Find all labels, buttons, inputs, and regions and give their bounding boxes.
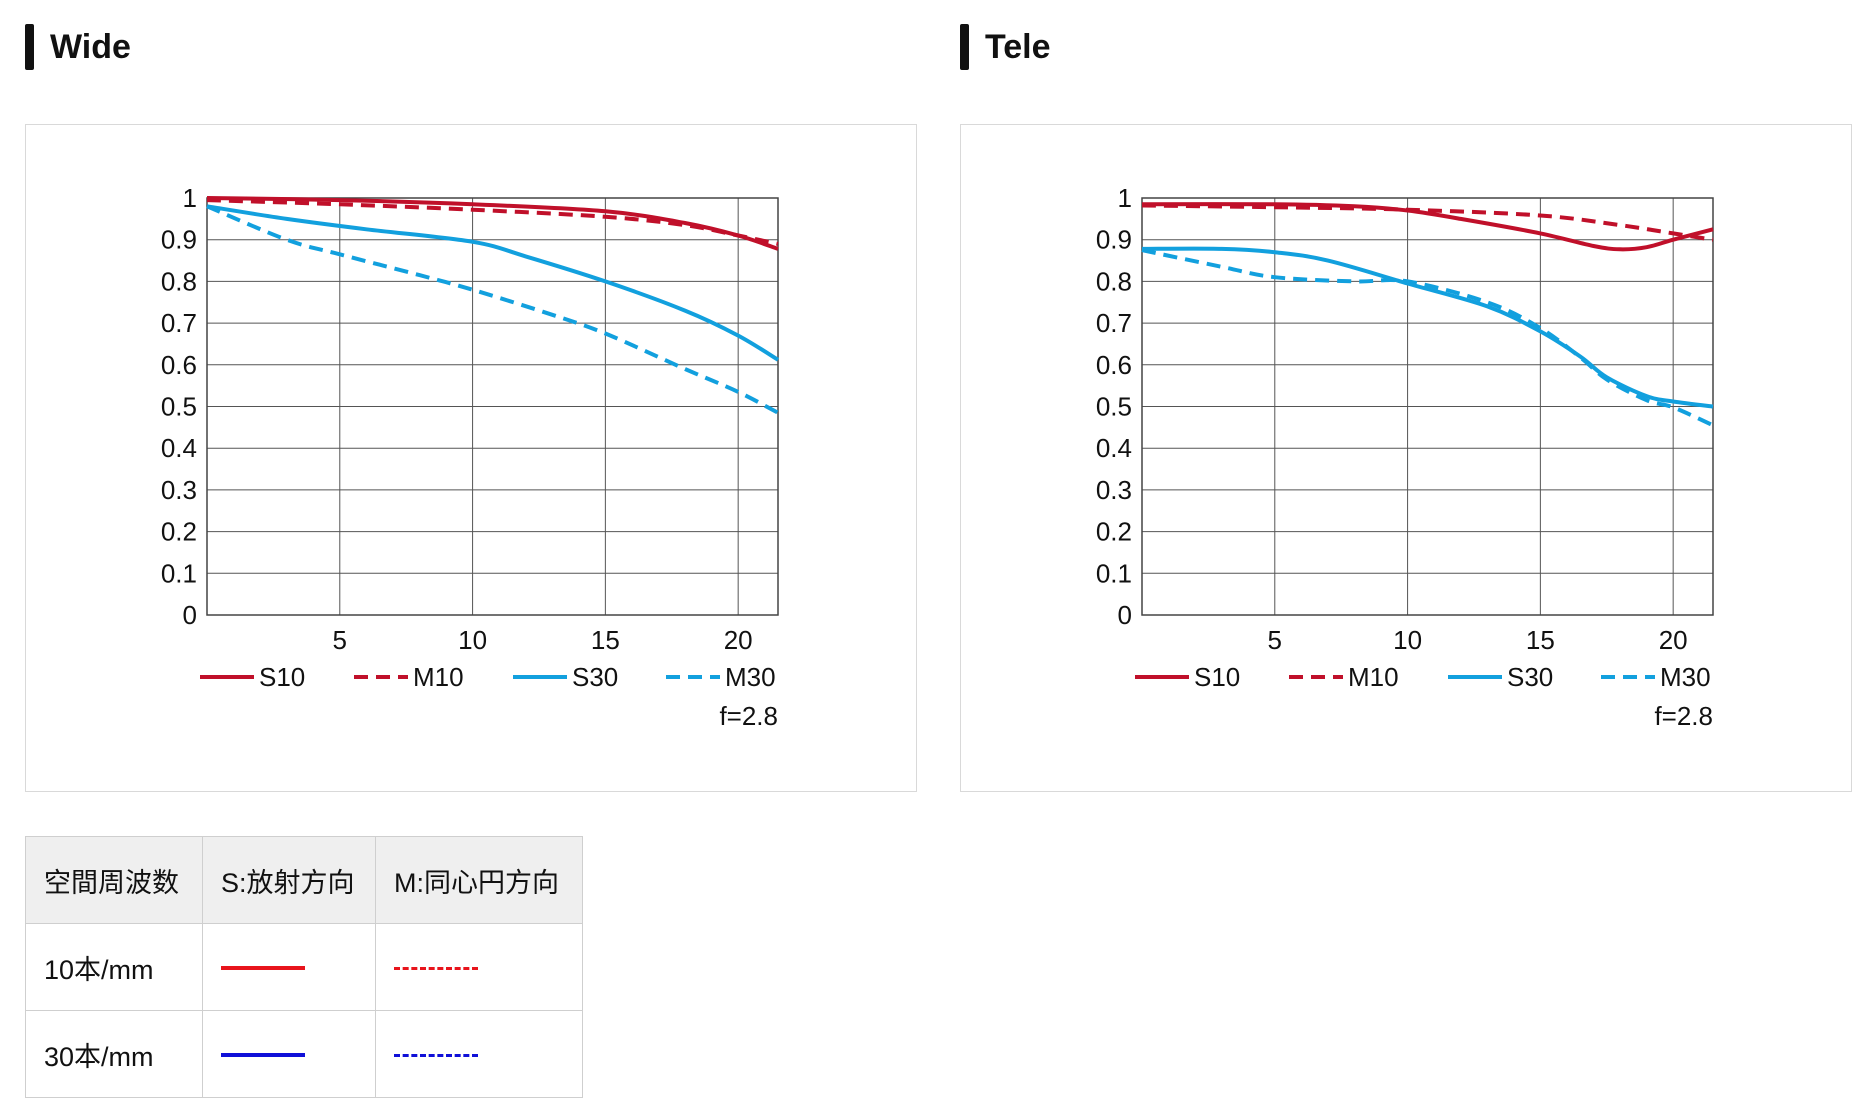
y-tick-label: 0.5 (1096, 392, 1132, 422)
x-tick-label: 20 (1659, 625, 1688, 655)
plot-frame (206, 197, 779, 616)
y-tick-label: 0.8 (161, 266, 197, 296)
series-line-m10 (206, 198, 779, 246)
x-tick-label: 10 (458, 625, 487, 655)
x-tick-label: 5 (333, 625, 347, 655)
y-tick-label: 0.9 (161, 225, 197, 255)
legend-row-10: 10本/mm (25, 923, 583, 1011)
series-line-m30 (206, 204, 779, 415)
y-tick-label: 0.6 (1096, 350, 1132, 380)
section-title-text: Tele (985, 27, 1051, 66)
y-tick-label: 0.7 (1096, 308, 1132, 338)
series-line-s30 (206, 204, 780, 362)
row-label: 10本/mm (25, 923, 203, 1011)
header-sagittal: S:放射方向 (202, 836, 376, 924)
dashed-line-swatch (394, 966, 478, 970)
series-line-s10 (1141, 202, 1714, 252)
legend-label: S10 (259, 662, 305, 692)
y-tick-label: 0 (183, 600, 197, 630)
x-tick-label: 10 (1393, 625, 1422, 655)
title-bar-marker (25, 24, 34, 70)
chart-panel-wide: 0 0.1 0.2 0.3 0.4 0.5 0.6 0.7 0.8 0.9 1 5 10 15 20 S10 M… (25, 124, 917, 792)
y-tick-label: 0.4 (161, 433, 197, 463)
dashed-swatch-cell (375, 1010, 583, 1098)
solid-line-swatch (221, 966, 305, 971)
aperture-annotation: f=2.8 (1654, 701, 1713, 731)
series-line-m10 (1141, 203, 1714, 242)
chart-panel-tele: 0 0.1 0.2 0.3 0.4 0.5 0.6 0.7 0.8 0.9 1 5 10 15 20 S10 M… (960, 124, 1852, 792)
y-tick-label: 0.3 (161, 475, 197, 505)
title-bar-marker (960, 24, 969, 70)
y-tick-label: 1 (183, 183, 197, 213)
section-title-text: Wide (50, 27, 131, 66)
y-tick-label: 0.7 (161, 308, 197, 338)
x-tick-label: 5 (1268, 625, 1282, 655)
solid-line-swatch (221, 1053, 305, 1058)
y-tick-label: 0.5 (161, 392, 197, 422)
legend-label: M10 (1348, 662, 1399, 692)
legend-label: M30 (725, 662, 776, 692)
y-tick-label: 1 (1118, 183, 1132, 213)
y-tick-label: 0.2 (1096, 517, 1132, 547)
dashed-line-swatch (394, 1053, 478, 1057)
legend-label: S30 (1507, 662, 1553, 692)
legend-label: M10 (413, 662, 464, 692)
y-tick-label: 0.1 (161, 558, 197, 588)
x-tick-label: 15 (1526, 625, 1555, 655)
series-line-s30 (1141, 246, 1714, 409)
row-label: 30本/mm (25, 1010, 203, 1098)
y-tick-label: 0.3 (1096, 475, 1132, 505)
legend-row-30: 30本/mm (25, 1010, 583, 1098)
legend-header-row: 空間周波数 S:放射方向 M:同心円方向 (25, 836, 583, 924)
x-tick-label: 15 (591, 625, 620, 655)
legend-label: S10 (1194, 662, 1240, 692)
line-legend-table: 空間周波数 S:放射方向 M:同心円方向 10本/mm 30本/mm (25, 836, 583, 1098)
y-tick-label: 0.4 (1096, 433, 1132, 463)
y-tick-label: 0.6 (161, 350, 197, 380)
solid-swatch-cell (202, 1010, 376, 1098)
header-meridional: M:同心円方向 (375, 836, 583, 924)
section-title-wide: Wide (25, 22, 131, 72)
x-tick-label: 20 (724, 625, 753, 655)
solid-swatch-cell (202, 923, 376, 1011)
y-tick-label: 0.8 (1096, 266, 1132, 296)
series-line-m30 (1141, 248, 1714, 428)
series-line-s10 (206, 196, 779, 251)
legend-label: S30 (572, 662, 618, 692)
y-tick-label: 0.1 (1096, 558, 1132, 588)
section-title-tele: Tele (960, 22, 1051, 72)
dashed-swatch-cell (375, 923, 583, 1011)
y-tick-label: 0.2 (161, 517, 197, 547)
legend-label: M30 (1660, 662, 1711, 692)
header-spatial-frequency: 空間周波数 (25, 836, 203, 924)
aperture-annotation: f=2.8 (719, 701, 778, 731)
y-tick-label: 0 (1118, 600, 1132, 630)
y-tick-label: 0.9 (1096, 225, 1132, 255)
